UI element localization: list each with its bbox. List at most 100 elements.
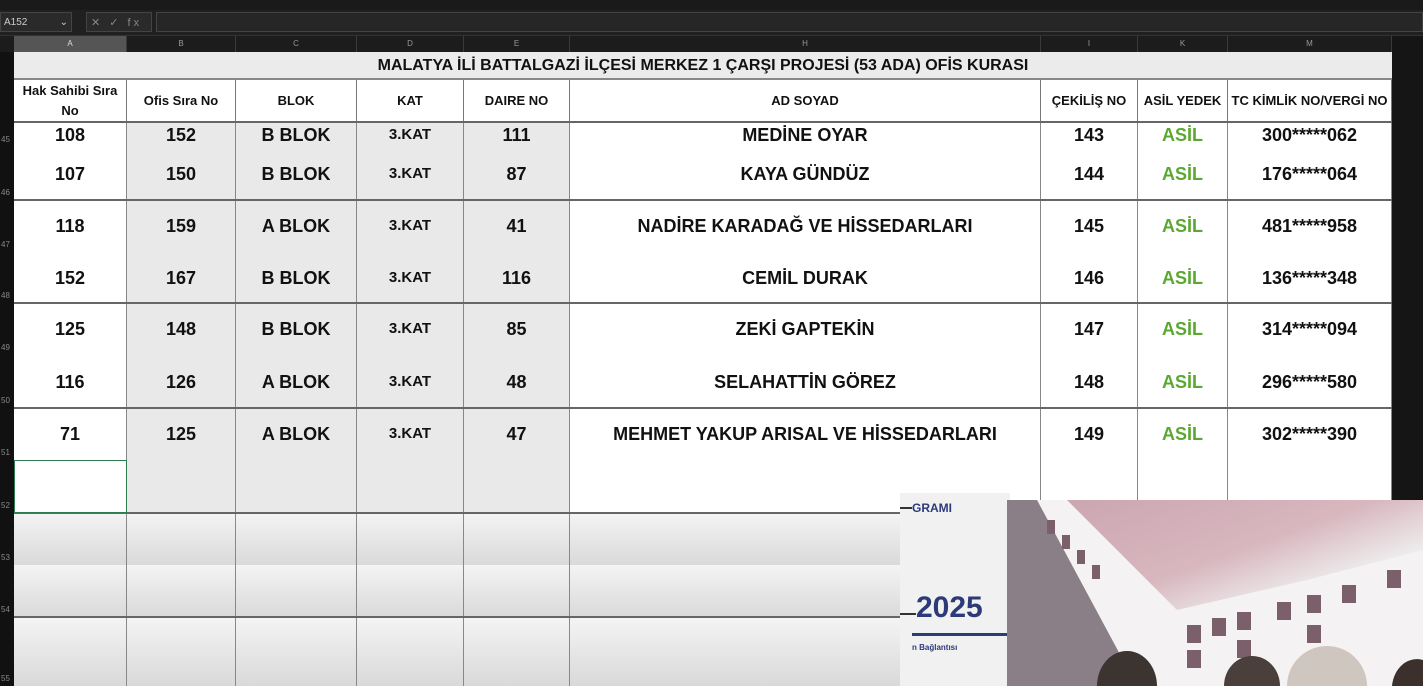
table-cell[interactable]: 111 [464, 122, 570, 147]
column-header-M[interactable]: M [1228, 36, 1392, 52]
table-cell[interactable]: CEMİL DURAK [570, 252, 1041, 303]
table-cell[interactable]: 302*****390 [1228, 408, 1392, 460]
column-header-D[interactable]: D [357, 36, 464, 52]
table-cell[interactable]: ASİL [1138, 303, 1228, 355]
empty-cell[interactable] [127, 513, 236, 566]
table-cell[interactable]: 152 [127, 122, 236, 147]
table-cell[interactable]: 118 [14, 200, 127, 252]
table-cell[interactable]: A BLOK [236, 355, 357, 408]
table-cell[interactable]: 296*****580 [1228, 355, 1392, 408]
table-cell[interactable]: 126 [127, 355, 236, 408]
row-header[interactable]: 49 [1, 343, 10, 352]
row-header[interactable]: 52 [1, 501, 10, 510]
table-cell[interactable]: A BLOK [236, 408, 357, 460]
row-header[interactable]: 48 [1, 291, 10, 300]
table-cell[interactable]: 149 [1041, 408, 1138, 460]
table-cell[interactable]: 176*****064 [1228, 147, 1392, 200]
table-cell[interactable]: 152 [14, 252, 127, 303]
empty-cell[interactable] [464, 513, 570, 566]
table-cell[interactable]: 3.KAT [357, 355, 464, 408]
table-cell[interactable]: 481*****958 [1228, 200, 1392, 252]
table-cell[interactable]: 71 [14, 408, 127, 460]
column-header-E[interactable]: E [464, 36, 570, 52]
row-header[interactable]: 53 [1, 553, 10, 562]
chevron-down-icon[interactable]: ⌄ [59, 17, 68, 28]
empty-cell[interactable] [236, 460, 357, 513]
table-cell[interactable]: 125 [14, 303, 127, 355]
row-header[interactable]: 55 [1, 674, 10, 683]
empty-cell[interactable] [14, 617, 127, 686]
table-cell[interactable]: ZEKİ GAPTEKİN [570, 303, 1041, 355]
table-cell[interactable]: 116 [464, 252, 570, 303]
table-cell[interactable]: 3.KAT [357, 252, 464, 303]
table-cell[interactable]: 145 [1041, 200, 1138, 252]
table-cell[interactable]: ASİL [1138, 252, 1228, 303]
empty-cell[interactable] [357, 565, 464, 618]
table-cell[interactable]: 148 [1041, 355, 1138, 408]
table-cell[interactable]: SELAHATTİN GÖREZ [570, 355, 1041, 408]
empty-cell[interactable] [14, 565, 127, 618]
table-cell[interactable]: 116 [14, 355, 127, 408]
table-cell[interactable]: 48 [464, 355, 570, 408]
table-cell[interactable]: 107 [14, 147, 127, 200]
table-cell[interactable]: NADİRE KARADAĞ VE HİSSEDARLARI [570, 200, 1041, 252]
column-header-K[interactable]: K [1138, 36, 1228, 52]
empty-cell[interactable] [1228, 460, 1392, 513]
table-cell[interactable]: 3.KAT [357, 303, 464, 355]
empty-cell[interactable] [14, 513, 127, 566]
column-header-A[interactable]: A [14, 36, 127, 52]
table-cell[interactable]: 147 [1041, 303, 1138, 355]
table-cell[interactable]: 85 [464, 303, 570, 355]
column-header-H[interactable]: H [570, 36, 1041, 52]
table-cell[interactable]: 314*****094 [1228, 303, 1392, 355]
empty-cell[interactable] [127, 617, 236, 686]
empty-cell[interactable] [127, 460, 236, 513]
table-cell[interactable]: B BLOK [236, 147, 357, 200]
table-cell[interactable]: A BLOK [236, 200, 357, 252]
table-cell[interactable]: 143 [1041, 122, 1138, 147]
formula-icons[interactable]: ✕ ✓ fx [86, 12, 152, 32]
row-header[interactable]: 47 [1, 240, 10, 249]
empty-cell[interactable] [1138, 460, 1228, 513]
table-cell[interactable]: ASİL [1138, 355, 1228, 408]
column-header-C[interactable]: C [236, 36, 357, 52]
table-cell[interactable]: B BLOK [236, 303, 357, 355]
empty-cell[interactable] [236, 617, 357, 686]
table-cell[interactable]: ASİL [1138, 122, 1228, 147]
table-cell[interactable]: 47 [464, 408, 570, 460]
row-header[interactable]: 50 [1, 396, 10, 405]
table-cell[interactable]: 125 [127, 408, 236, 460]
table-cell[interactable]: 159 [127, 200, 236, 252]
empty-cell[interactable] [464, 565, 570, 618]
empty-cell[interactable] [236, 513, 357, 566]
table-cell[interactable]: MEHMET YAKUP ARISAL VE HİSSEDARLARI [570, 408, 1041, 460]
table-cell[interactable]: ASİL [1138, 408, 1228, 460]
table-cell[interactable]: 3.KAT [357, 147, 464, 200]
empty-cell[interactable] [357, 513, 464, 566]
table-cell[interactable]: 3.KAT [357, 122, 464, 147]
empty-cell[interactable] [464, 460, 570, 513]
empty-cell[interactable] [570, 460, 1041, 513]
table-cell[interactable]: B BLOK [236, 122, 357, 147]
table-cell[interactable]: 167 [127, 252, 236, 303]
column-header-I[interactable]: I [1041, 36, 1138, 52]
table-cell[interactable]: 87 [464, 147, 570, 200]
column-header-B[interactable]: B [127, 36, 236, 52]
table-cell[interactable]: 150 [127, 147, 236, 200]
empty-cell[interactable] [357, 617, 464, 686]
table-cell[interactable]: 3.KAT [357, 408, 464, 460]
empty-cell[interactable] [127, 565, 236, 618]
table-cell[interactable]: 148 [127, 303, 236, 355]
table-cell[interactable]: 136*****348 [1228, 252, 1392, 303]
name-box[interactable]: A152 ⌄ [0, 12, 72, 32]
row-header[interactable]: 51 [1, 448, 10, 457]
selected-cell[interactable] [14, 460, 127, 513]
table-cell[interactable]: 108 [14, 122, 127, 147]
table-cell[interactable]: 146 [1041, 252, 1138, 303]
table-cell[interactable]: MEDİNE OYAR [570, 122, 1041, 147]
empty-cell[interactable] [464, 617, 570, 686]
empty-cell[interactable] [357, 460, 464, 513]
empty-cell[interactable] [236, 565, 357, 618]
table-cell[interactable]: 144 [1041, 147, 1138, 200]
table-cell[interactable]: ASİL [1138, 200, 1228, 252]
